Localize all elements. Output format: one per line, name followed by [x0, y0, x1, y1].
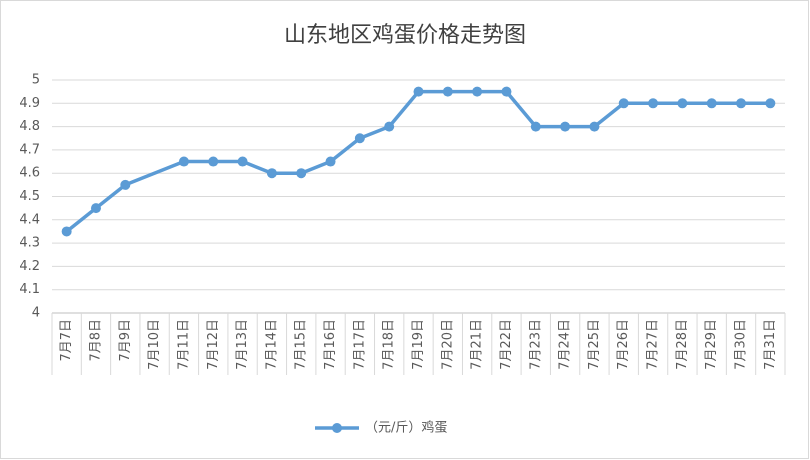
- point: [560, 121, 571, 132]
- x-tick-label: 7月15日: [294, 319, 309, 370]
- point: [736, 98, 747, 109]
- x-tick-label: 7月14日: [264, 319, 279, 370]
- point: [178, 156, 189, 167]
- y-tick-label: 5: [32, 73, 40, 88]
- y-tick-label: 4.9: [19, 96, 40, 111]
- x-tick-label: 7月26日: [616, 319, 631, 370]
- point: [325, 156, 336, 167]
- y-tick-label: 4.3: [19, 236, 40, 251]
- point: [208, 156, 219, 167]
- y-tick-label: 4: [32, 306, 40, 321]
- point: [354, 133, 365, 144]
- x-tick-label: 7月31日: [763, 319, 778, 370]
- x-tick-label: 7月23日: [528, 319, 543, 370]
- point: [706, 98, 717, 109]
- x-tick-label: 7月29日: [704, 319, 719, 370]
- legend-marker: [332, 423, 342, 433]
- point: [530, 121, 541, 132]
- x-tick-label: 7月21日: [470, 319, 485, 370]
- x-tick-label: 7月22日: [499, 319, 514, 370]
- y-tick-label: 4.7: [19, 142, 40, 157]
- chart-title: 山东地区鸡蛋价格走势图: [284, 23, 526, 48]
- point: [589, 121, 600, 132]
- x-tick-label: 7月25日: [587, 319, 602, 370]
- x-tick-label: 7月8日: [88, 319, 103, 362]
- x-tick-label: 7月12日: [206, 319, 221, 370]
- point: [237, 156, 248, 167]
- x-tick-label: 7月18日: [382, 319, 397, 370]
- x-tick-label: 7月7日: [59, 319, 74, 362]
- y-tick-label: 4.2: [19, 259, 40, 274]
- point: [442, 86, 453, 97]
- x-tick-label: 7月27日: [646, 319, 661, 370]
- legend-label: （元/斤）鸡蛋: [365, 420, 447, 436]
- point: [765, 98, 776, 109]
- point: [296, 168, 307, 179]
- point: [413, 86, 424, 97]
- y-tick-label: 4.5: [19, 189, 40, 204]
- x-tick-label: 7月16日: [323, 319, 338, 370]
- x-tick-label: 7月17日: [352, 319, 367, 370]
- x-tick-label: 7月9日: [118, 319, 133, 362]
- point: [266, 168, 277, 179]
- point: [501, 86, 512, 97]
- y-tick-label: 4.6: [19, 166, 40, 181]
- x-tick-label: 7月30日: [734, 319, 749, 370]
- x-tick-label: 7月20日: [440, 319, 455, 370]
- point: [648, 98, 659, 109]
- point: [472, 86, 483, 97]
- x-tick-label: 7月19日: [411, 319, 426, 370]
- y-tick-label: 4.8: [19, 119, 40, 134]
- point: [61, 226, 72, 237]
- point: [90, 203, 101, 214]
- x-tick-label: 7月13日: [235, 319, 250, 370]
- y-tick-label: 4.4: [19, 212, 40, 227]
- point: [618, 98, 629, 109]
- x-tick-label: 7月24日: [558, 319, 573, 370]
- point: [120, 179, 131, 190]
- x-tick-label: 7月11日: [176, 319, 191, 370]
- y-tick-label: 4.1: [19, 282, 40, 297]
- point: [384, 121, 395, 132]
- point: [677, 98, 688, 109]
- x-tick-label: 7月10日: [147, 319, 162, 370]
- x-tick-label: 7月28日: [675, 319, 690, 370]
